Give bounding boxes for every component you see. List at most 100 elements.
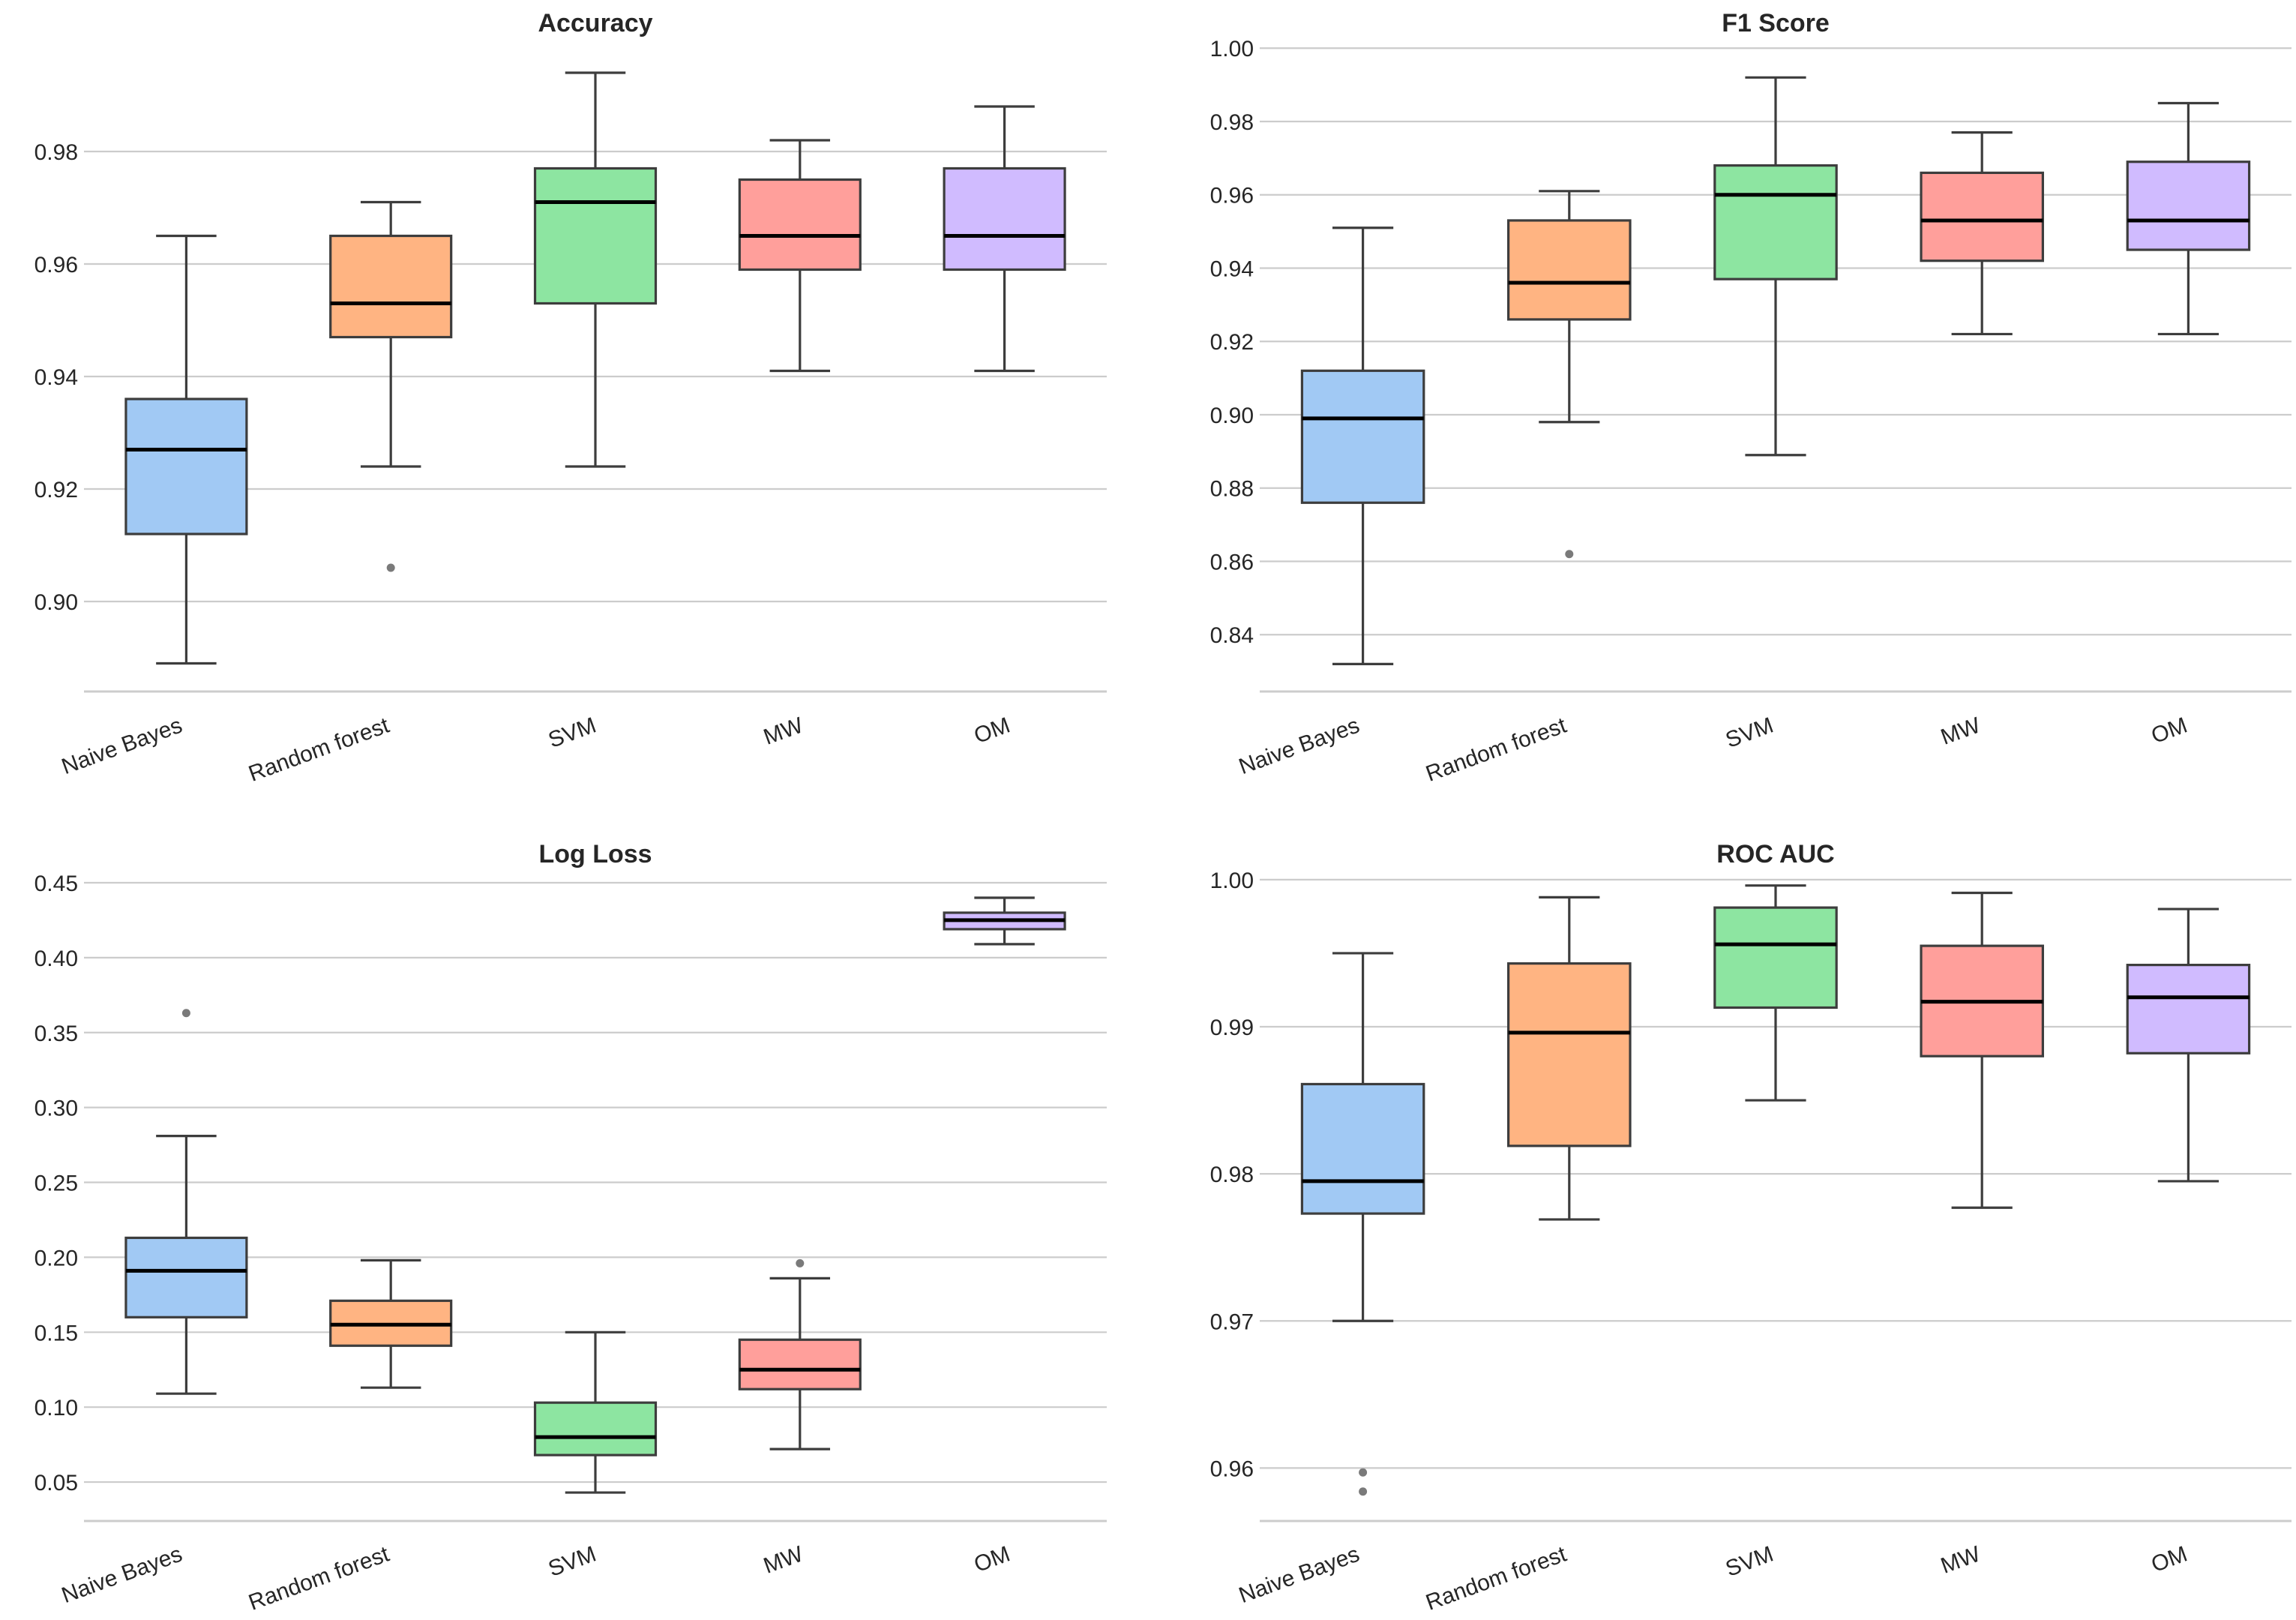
y-tick-label: 0.84 <box>1210 623 1254 648</box>
box-svm <box>533 71 658 468</box>
panel-f1-score: 0.84 0.86 0.88 0.90 0.92 0.94 0.96 0.98 1.00 F1 S… <box>1210 9 2292 787</box>
y-tick-label: 0.96 <box>1210 184 1254 208</box>
panel-roc-auc: 0.96 0.97 0.98 0.99 1.00 ROC AUC Naive Bayes Ra… <box>1210 840 2292 1616</box>
y-tick-label: 0.94 <box>1210 256 1254 281</box>
box-random-forest <box>1507 190 1632 559</box>
chart-title: Log Loss <box>538 840 652 868</box>
y-tick-label: 0.94 <box>34 365 78 390</box>
iqr-box <box>1713 906 1838 1010</box>
x-tick-label: Naive Bayes <box>1236 713 1363 780</box>
box-naive-bayes <box>1300 952 1425 1496</box>
y-tick-label: 1.00 <box>1210 868 1254 893</box>
y-tick-label: 0.30 <box>34 1096 78 1121</box>
y-tick-label: 0.98 <box>1210 1162 1254 1187</box>
x-tick-label: Naive Bayes <box>58 1542 186 1609</box>
box-svm <box>533 1330 658 1494</box>
box-random-forest <box>329 1258 453 1389</box>
iqr-box <box>1300 1082 1425 1215</box>
panel-log-loss: 0.05 0.10 0.15 0.20 0.25 0.30 0.35 0.40 0.45 Log … <box>34 840 1107 1616</box>
y-tick-label: 0.25 <box>34 1172 78 1196</box>
box-naive-bayes <box>1300 226 1425 665</box>
y-tick-label: 0.05 <box>34 1471 78 1496</box>
box-om <box>943 105 1066 373</box>
iqr-box <box>329 234 453 339</box>
y-tick-label: 0.98 <box>1210 110 1254 135</box>
chart-title: F1 Score <box>1722 9 1830 38</box>
iqr-box <box>1713 164 1838 280</box>
y-tick-label: 0.92 <box>1210 330 1254 355</box>
panel-accuracy: 0.90 0.92 0.94 0.96 0.98 Accuracy Naive Bayes R… <box>34 9 1107 787</box>
box-random-forest <box>329 200 453 572</box>
y-tick-label: 0.10 <box>34 1396 78 1420</box>
y-tick-label: 0.15 <box>34 1321 78 1346</box>
y-tick-label: 0.40 <box>34 946 78 971</box>
y-tick-label: 1.00 <box>1210 37 1254 62</box>
y-tick-label: 0.96 <box>34 253 78 278</box>
x-tick-label: Naive Bayes <box>1236 1542 1363 1609</box>
iqr-box <box>1507 962 1632 1148</box>
iqr-box <box>738 178 862 272</box>
box-mw <box>738 1258 862 1450</box>
outlier-point <box>1565 550 1574 559</box>
y-tick-label: 0.96 <box>1210 1456 1254 1481</box>
y-tick-label: 0.35 <box>34 1022 78 1046</box>
box-om <box>943 896 1066 946</box>
outlier-point <box>1359 1487 1368 1496</box>
x-tick-label: SVM <box>545 713 599 753</box>
x-tick-label: Random forest <box>1422 1541 1570 1616</box>
outlier-point <box>386 563 395 572</box>
iqr-box <box>1300 369 1425 504</box>
x-tick-label: OM <box>971 713 1014 749</box>
outlier-point <box>181 1009 190 1018</box>
outlier-point <box>796 1258 805 1268</box>
y-tick-label: 0.92 <box>34 478 78 502</box>
iqr-box <box>533 1401 658 1456</box>
x-tick-label: Naive Bayes <box>58 713 186 780</box>
x-tick-label: Random forest <box>245 712 393 787</box>
x-tick-label: SVM <box>1722 713 1776 753</box>
x-tick-label: OM <box>2148 1542 2191 1578</box>
x-tick-label: MW <box>1938 1541 1984 1578</box>
box-naive-bayes <box>124 1009 248 1395</box>
y-tick-label: 0.88 <box>1210 477 1254 502</box>
x-tick-label: Random forest <box>245 1541 393 1616</box>
chart-title: Accuracy <box>538 9 652 38</box>
x-tick-label: MW <box>1938 712 1984 749</box>
iqr-box <box>124 1236 248 1318</box>
y-tick-label: 0.90 <box>1210 404 1254 428</box>
y-tick-label: 0.99 <box>1210 1016 1254 1040</box>
box-naive-bayes <box>124 234 248 665</box>
y-tick-label: 0.98 <box>34 140 78 165</box>
box-svm <box>1713 884 1838 1102</box>
iqr-box <box>738 1338 862 1390</box>
iqr-box <box>1507 219 1632 321</box>
iqr-box <box>943 166 1066 272</box>
box-mw <box>1920 891 2044 1209</box>
iqr-box <box>2126 160 2251 251</box>
iqr-box <box>2126 964 2251 1054</box>
box-om <box>2126 101 2251 336</box>
chart-title: ROC AUC <box>1716 840 1834 868</box>
iqr-box <box>124 398 248 536</box>
outlier-point <box>1359 1468 1368 1477</box>
y-tick-label: 0.45 <box>34 872 78 896</box>
iqr-box <box>533 166 658 305</box>
x-tick-label: OM <box>2148 713 2191 749</box>
x-tick-label: MW <box>760 712 807 749</box>
x-tick-label: Random forest <box>1422 712 1570 787</box>
x-tick-label: OM <box>971 1542 1014 1578</box>
x-tick-label: MW <box>760 1541 807 1578</box>
box-mw <box>1920 131 2044 336</box>
y-tick-label: 0.90 <box>34 590 78 615</box>
box-om <box>2126 908 2251 1183</box>
y-tick-label: 0.20 <box>34 1246 78 1270</box>
y-tick-label: 0.97 <box>1210 1310 1254 1334</box>
box-svm <box>1713 76 1838 457</box>
box-random-forest <box>1507 896 1632 1221</box>
box-mw <box>738 139 862 373</box>
y-tick-label: 0.86 <box>1210 550 1254 574</box>
x-tick-label: SVM <box>1722 1542 1776 1582</box>
iqr-box <box>1920 171 2044 262</box>
x-tick-label: SVM <box>545 1542 599 1582</box>
